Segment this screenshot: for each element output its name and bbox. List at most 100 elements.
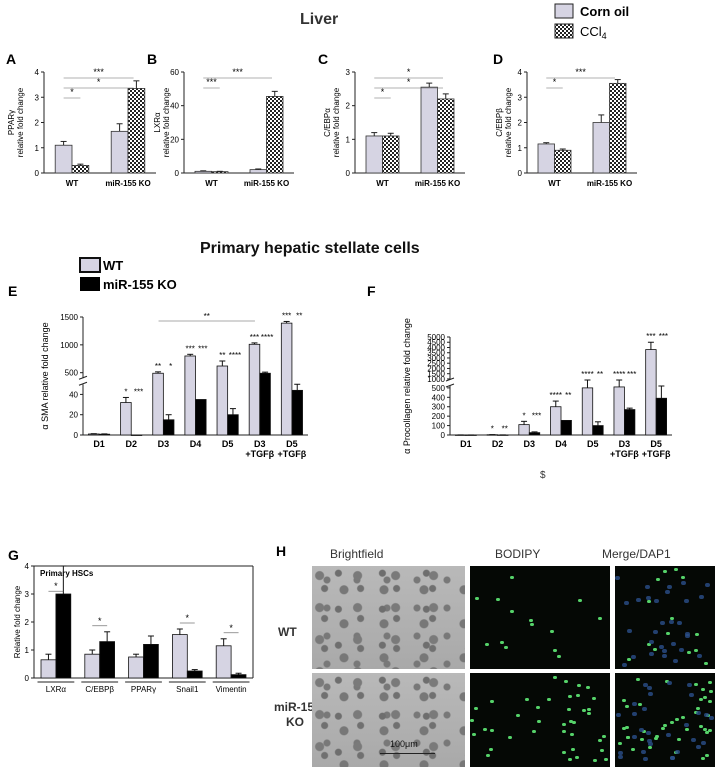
lipid-droplet-dot [577,684,581,687]
y-tick-label: 3 [346,68,351,77]
x-tick-label: +TGFβ [245,449,274,459]
nucleus-dot [704,713,709,717]
lipid-droplet-dot [670,721,674,724]
significance-label: *** [198,344,207,353]
lipid-droplet-dot [675,718,679,721]
lipid-droplet-dot [578,599,582,602]
bar-ko [291,389,303,436]
nucleus-dot [647,739,652,743]
legend-label-wt: WT [103,258,123,273]
significance-label: ** [502,425,508,434]
y-tick-label: 1 [25,646,30,655]
bar-corn-oil [420,86,438,174]
y-tick-label: 4500 [427,338,445,347]
y-axis-label: C/EBPαrelative fold change [323,87,341,157]
y-axis-label: C/EBPβrelative fold change [495,87,513,157]
y-tick-label: 40 [69,390,78,399]
x-tick-label: +TGFβ [278,449,307,459]
significance-label: **** [613,370,625,379]
significance-label: *** [186,344,195,353]
lipid-droplet-dot [564,680,568,683]
chart-E: E 0 20 40 500 1000 1500 α SMA relative fold cha… [8,283,308,459]
micrograph-wt-brightfield [312,566,465,669]
bar-corn-oil [194,170,212,174]
panel-letter-G: G [8,547,19,563]
x-tick-label: D5 [222,439,234,449]
nucleus-dot [675,750,680,754]
x-tick-label: D2 [492,439,504,449]
x-tick-label: WT [548,179,561,188]
significance-label: *** [93,67,104,77]
y-axis-label: PPARγrelative fold change [7,87,25,157]
hsc-section-title: Primary hepatic stellate cells [200,240,420,257]
lipid-droplet-dot [576,694,580,697]
significance-label: * [229,623,233,633]
nucleus-dot [618,751,623,755]
bar-ko [186,670,203,679]
y-tick-label: 2 [346,102,351,111]
x-tick-label: D3 [619,439,631,449]
significance-label: * [169,362,172,371]
nucleus-dot [639,728,644,732]
bar-ccl4 [382,135,400,174]
significance-label: * [407,77,411,87]
nucleus-dot [696,711,701,715]
y-tick-label: 0 [175,169,180,178]
legend-label-corn-oil: Corn oil [580,4,629,19]
y-tick-label: 3000 [427,354,445,363]
bar-ko [143,644,159,679]
x-tick-label: WT [376,179,389,188]
lipid-droplet-dot [572,721,576,724]
lipid-droplet-dot [648,746,652,749]
column-label-bodipy: BODIPY [495,547,540,561]
panel-letter-D: D [493,51,503,67]
lipid-droplet-dot [500,641,504,644]
nucleus-dot [662,654,667,658]
bar-ccl4 [211,171,229,174]
significance-label: *** [575,67,586,77]
bar-ko [130,434,143,436]
lipid-droplet-dot [508,736,512,739]
x-tick-label: miR-155 KO [415,179,460,188]
bar-wt [184,355,196,436]
y-tick-label: 100 [432,422,446,431]
lipid-droplet-dot [708,681,712,684]
nucleus-dot [673,659,678,663]
lipid-droplet-dot [705,754,709,757]
lipid-droplet-dot [532,730,536,733]
lipid-droplet-dot [562,723,566,726]
nucleus-dot [691,738,696,742]
lipid-droplet-dot [582,709,586,712]
nucleus-dot [666,733,671,737]
nucleus-dot [677,621,682,625]
y-tick-label: 20 [170,135,179,144]
y-tick-label: 1 [518,144,523,153]
y-tick-label: 1 [346,135,351,144]
nucleus-dot [696,745,701,749]
column-label-brightfield: Brightfield [330,547,383,561]
bar-corn-oil [110,130,129,174]
lipid-droplet-dot [701,757,705,760]
x-tick-label: D3 [254,439,266,449]
lipid-droplet-dot [575,756,579,759]
column-label-merge: Merge/DAP1 [602,547,671,561]
lipid-droplet-dot [530,623,534,626]
lipid-droplet-dot [685,728,689,731]
y-tick-label: 0 [441,431,446,440]
nucleus-dot [665,590,670,594]
lipid-droplet-dot [547,698,551,701]
bar-corn-oil [249,169,267,174]
lipid-droplet-dot [708,700,712,703]
lipid-droplet-dot [553,676,557,679]
y-tick-label: 200 [432,412,446,421]
x-tick-label: PPARγ [131,685,156,694]
nucleus-dot [705,583,710,587]
y-axis-label: Relative fold change [13,585,22,658]
x-tick-label: LXRα [46,685,67,694]
y-tick-label: 60 [170,68,179,77]
lipid-droplet-dot [656,578,660,581]
bar-ko [162,419,175,436]
x-tick-label: D5 [587,439,599,449]
bar-corn-oil [592,122,610,174]
y-axis-label: α Procollagen relative fold change [402,318,412,454]
